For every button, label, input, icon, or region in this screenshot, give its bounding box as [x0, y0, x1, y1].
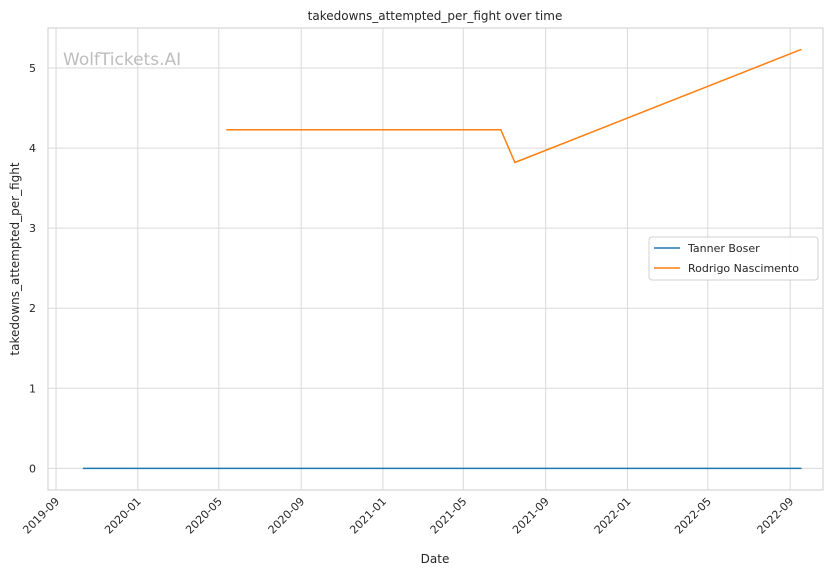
y-tick-label: 1 — [29, 382, 36, 395]
x-tick-label: 2021-01 — [347, 495, 389, 537]
x-tick-label: 2022-05 — [672, 495, 714, 537]
x-tick-label: 2020-01 — [102, 495, 144, 537]
y-tick-labels: 0 1 2 3 4 5 — [29, 62, 36, 475]
x-tick-label: 2019-09 — [20, 495, 62, 537]
x-tick-labels: 2019-09 2020-01 2020-05 2020-09 2021-01 2021-… — [20, 495, 796, 537]
series-lines — [82, 48, 802, 470]
watermark: WolfTickets.AI — [63, 50, 181, 70]
y-axis-label: takedowns_attempted_per_fight — [8, 162, 22, 355]
x-tick-label: 2021-05 — [428, 495, 470, 537]
y-tick-label: 2 — [29, 302, 36, 315]
legend-label-2: Rodrigo Nascimento — [688, 262, 799, 275]
x-tick-label: 2021-09 — [510, 495, 552, 537]
chart-title: takedowns_attempted_per_fight over time — [308, 9, 563, 23]
legend: Tanner Boser Rodrigo Nascimento — [648, 236, 819, 281]
y-tick-label: 5 — [29, 62, 36, 75]
legend-box — [648, 236, 819, 281]
series-line-2 — [226, 48, 802, 164]
x-tick-label: 2022-09 — [755, 495, 797, 537]
x-tick-label: 2020-09 — [266, 495, 308, 537]
x-tick-label: 2020-05 — [183, 495, 225, 537]
y-tick-label: 0 — [29, 462, 36, 475]
legend-label-1: Tanner Boser — [687, 242, 760, 255]
x-axis-label: Date — [421, 552, 450, 566]
y-tick-label: 4 — [29, 142, 36, 155]
x-tick-label: 2022-01 — [592, 495, 634, 537]
y-tick-label: 3 — [29, 222, 36, 235]
